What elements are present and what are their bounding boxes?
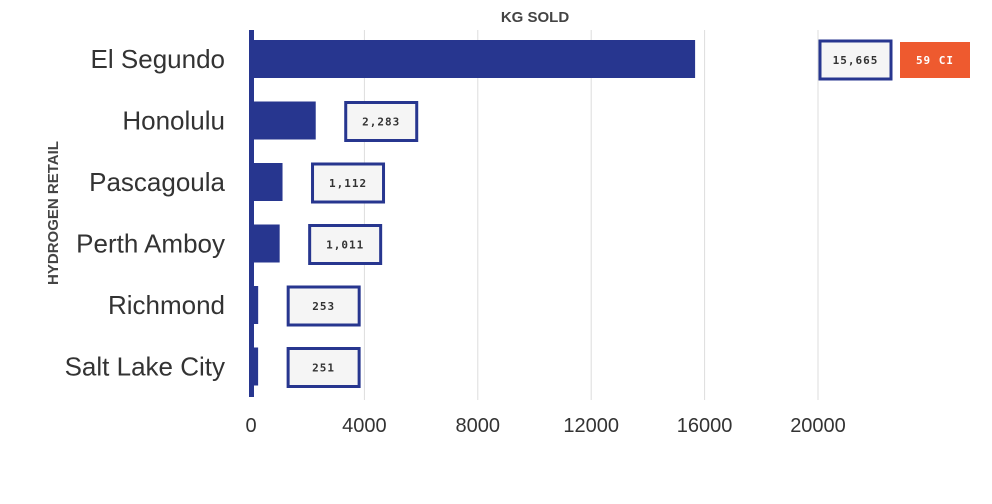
value-label: 253	[312, 300, 335, 313]
category-label: Salt Lake City	[65, 352, 225, 382]
category-label: Perth Amboy	[76, 229, 225, 259]
bar	[251, 163, 283, 201]
category-label: Honolulu	[122, 106, 225, 136]
value-label-box	[308, 224, 383, 265]
bars	[251, 40, 696, 386]
value-label-box	[286, 347, 361, 388]
x-tick-label: 20000	[790, 415, 846, 437]
chart-title: KG SOLD	[501, 9, 570, 26]
value-label: 1,112	[329, 177, 367, 190]
value-labels: 15,665 59 CI 2,283 1,112 1,011 253 251	[286, 39, 970, 388]
bar	[251, 101, 316, 140]
annotation-badge	[900, 42, 970, 78]
value-label-box	[344, 101, 419, 142]
annotation-badge-text: 59 CI	[916, 54, 954, 67]
x-tick-label: 0	[245, 415, 256, 437]
x-tick-label: 4000	[342, 415, 387, 437]
x-tick-label: 12000	[563, 415, 619, 437]
bar	[251, 347, 259, 386]
category-labels: El Segundo Honolulu Pascagoula Perth Amboy R…	[65, 44, 226, 382]
gridlines	[363, 30, 819, 400]
value-label-box	[311, 162, 386, 204]
value-label: 15,665	[833, 54, 879, 67]
category-label: El Segundo	[91, 44, 225, 74]
value-label-box	[286, 285, 361, 327]
value-label: 251	[312, 362, 335, 375]
category-label: Pascagoula	[89, 167, 225, 197]
category-label: Richmond	[108, 290, 225, 320]
x-tick-label: 16000	[677, 415, 733, 437]
bar	[251, 40, 696, 78]
value-label: 1,011	[326, 239, 364, 252]
bar	[251, 286, 259, 324]
y-axis-label: HYDROGEN RETAIL	[45, 141, 62, 285]
x-tick-labels: 0 4000 8000 12000 16000 20000	[245, 415, 845, 437]
value-label-box	[818, 39, 893, 81]
value-label: 2,283	[362, 116, 400, 129]
x-tick-label: 8000	[456, 415, 501, 437]
bar	[251, 224, 280, 263]
y-axis-line	[249, 30, 254, 397]
